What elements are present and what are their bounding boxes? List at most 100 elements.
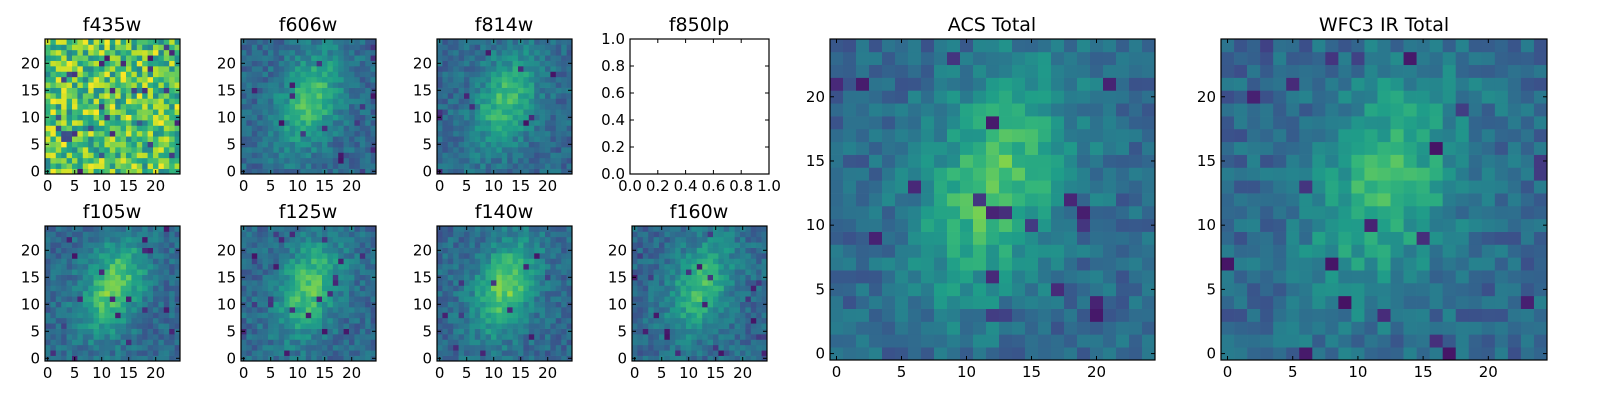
heatmap-pixel xyxy=(469,60,476,67)
heatmap-pixel xyxy=(464,141,470,148)
heatmap-pixel xyxy=(534,163,540,169)
heatmap-pixel xyxy=(246,334,253,340)
heatmap-pixel xyxy=(131,114,138,121)
heatmap-pixel xyxy=(104,317,111,324)
heatmap-pixel xyxy=(702,247,708,254)
heatmap-pixel xyxy=(973,218,987,232)
heatmap-pixel xyxy=(284,247,290,254)
heatmap-pixel xyxy=(702,355,708,362)
heatmap-pixel xyxy=(856,270,870,284)
heatmap-pixel xyxy=(550,114,557,121)
heatmap-pixel xyxy=(300,76,307,83)
heatmap-pixel xyxy=(642,236,649,243)
heatmap-pixel xyxy=(109,285,116,292)
heatmap-pixel xyxy=(305,71,312,78)
heatmap-pixel xyxy=(745,296,752,302)
heatmap-pixel xyxy=(66,280,73,286)
heatmap-pixel xyxy=(512,114,519,121)
heatmap-pixel xyxy=(718,274,725,281)
heatmap-pixel xyxy=(120,301,127,308)
heatmap-pixel xyxy=(485,339,492,346)
heatmap-pixel xyxy=(947,193,961,207)
heatmap-pixel xyxy=(273,136,280,142)
heatmap-pixel xyxy=(50,301,57,308)
heatmap-pixel xyxy=(305,301,312,308)
heatmap-pixel xyxy=(740,269,746,275)
heatmap-pixel xyxy=(512,168,519,175)
heatmap-pixel xyxy=(453,55,459,61)
heatmap-pixel xyxy=(169,152,175,159)
heatmap-pixel xyxy=(843,321,857,335)
heatmap-pixel xyxy=(120,103,127,110)
heatmap-pixel xyxy=(370,98,377,105)
heatmap-pixel xyxy=(50,339,57,346)
heatmap-pixel xyxy=(642,258,649,265)
heatmap-pixel xyxy=(305,328,312,335)
heatmap-pixel xyxy=(999,231,1013,245)
heatmap-pixel xyxy=(268,163,274,169)
heatmap-pixel xyxy=(637,258,644,265)
heatmap-pixel xyxy=(246,71,253,78)
heatmap-pixel xyxy=(550,274,557,281)
heatmap-pixel xyxy=(707,253,714,259)
heatmap-pixel xyxy=(147,263,154,270)
heatmap-pixel xyxy=(359,269,366,275)
heatmap-pixel xyxy=(659,290,665,297)
heatmap-pixel xyxy=(696,317,703,324)
heatmap-pixel xyxy=(447,334,454,340)
heatmap-pixel xyxy=(88,114,94,121)
heatmap-pixel xyxy=(648,231,654,238)
heatmap-pixel xyxy=(534,76,540,83)
heatmap-pixel xyxy=(147,242,154,248)
heatmap-pixel xyxy=(72,93,78,99)
heatmap-pixel xyxy=(365,141,371,148)
heatmap-pixel xyxy=(158,98,165,105)
heatmap-pixel xyxy=(349,274,355,281)
heatmap-pixel xyxy=(126,152,132,159)
heatmap-pixel xyxy=(474,263,481,270)
heatmap-pixel xyxy=(251,285,258,292)
heatmap-pixel xyxy=(142,147,148,153)
heatmap-pixel xyxy=(464,147,470,153)
heatmap-pixel xyxy=(1129,205,1143,220)
heatmap-pixel xyxy=(550,285,557,292)
heatmap-pixel xyxy=(268,344,274,351)
heatmap-pixel xyxy=(659,258,665,265)
heatmap-pixel xyxy=(856,282,870,297)
heatmap-pixel xyxy=(723,334,730,340)
heatmap-pixel xyxy=(485,328,492,335)
heatmap-pixel xyxy=(66,226,73,232)
heatmap-pixel xyxy=(458,312,465,319)
heatmap-pixel xyxy=(169,328,175,335)
heatmap-pixel xyxy=(153,339,159,346)
heatmap-pixel xyxy=(82,130,89,137)
heatmap-pixel xyxy=(485,247,492,254)
heatmap-pixel xyxy=(316,163,323,169)
heatmap-pixel xyxy=(637,285,644,292)
heatmap-pixel xyxy=(93,274,100,281)
heatmap-pixel xyxy=(300,247,307,254)
heatmap-pixel xyxy=(131,103,138,110)
heatmap-pixel xyxy=(311,163,317,169)
heatmap-pixel xyxy=(88,76,94,83)
heatmap-pixel xyxy=(675,355,681,362)
heatmap-pixel xyxy=(491,44,497,51)
heatmap-pixel xyxy=(691,242,698,248)
heatmap-pixel xyxy=(66,242,73,248)
heatmap-pixel xyxy=(447,82,454,88)
heatmap-pixel xyxy=(104,280,111,286)
heatmap-pixel xyxy=(262,114,269,121)
heatmap-pixel xyxy=(437,236,443,243)
heatmap-pixel xyxy=(142,141,148,148)
heatmap-pixel xyxy=(545,323,551,329)
heatmap-pixel xyxy=(539,236,546,243)
heatmap-pixel xyxy=(485,344,492,351)
heatmap-pixel xyxy=(561,93,567,99)
heatmap-pixel xyxy=(93,39,100,45)
heatmap-pixel xyxy=(169,136,175,142)
heatmap-pixel xyxy=(126,263,132,270)
heatmap-pixel xyxy=(142,285,148,292)
heatmap-pixel xyxy=(555,334,562,340)
heatmap-pixel xyxy=(305,87,312,94)
heatmap-pixel xyxy=(761,285,768,292)
